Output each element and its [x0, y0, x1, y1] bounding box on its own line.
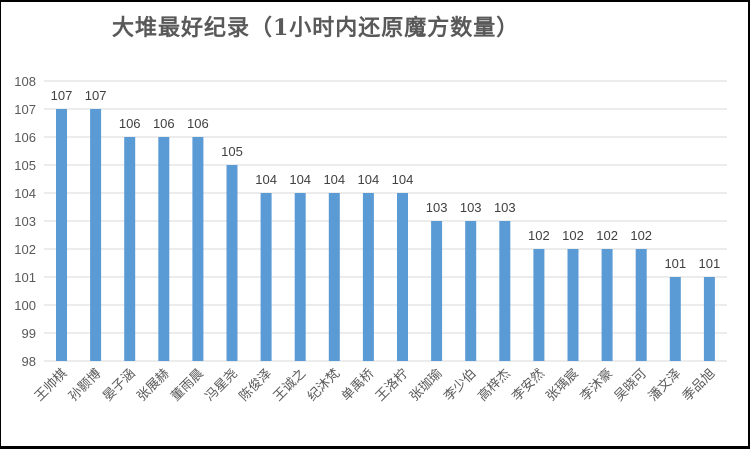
data-label: 107: [85, 88, 107, 103]
data-label: 104: [392, 172, 414, 187]
y-axis-ticks: 98 99 100 101 102 103 104 105 106 107 108: [14, 74, 36, 369]
x-category-label: 王帅棋: [32, 366, 70, 404]
x-category-label: 王诚之: [271, 366, 309, 404]
x-category-label: 纪沐梵: [305, 366, 343, 404]
x-axis-labels: 王帅棋孙颢博晏子涵张展赫董雨晨冯星尧陈俊泽王诚之纪沐梵单禹桥王洛柠张珈瑜李少伯高…: [32, 366, 718, 405]
x-category-label: 冯星尧: [203, 366, 241, 404]
bar: [533, 249, 545, 361]
bars: [56, 109, 715, 361]
gridlines: [44, 80, 727, 362]
data-label: 103: [494, 200, 516, 215]
x-category-label: 张展赫: [134, 366, 172, 404]
x-category-label: 单禹桥: [339, 366, 377, 404]
x-category-label: 晏子涵: [100, 366, 138, 404]
y-tick-label: 105: [14, 158, 36, 173]
data-label: 106: [153, 116, 175, 131]
data-label: 104: [255, 172, 277, 187]
bar: [90, 109, 102, 361]
data-label: 101: [699, 256, 721, 271]
data-label: 104: [358, 172, 380, 187]
bar: [260, 193, 272, 361]
data-label: 101: [664, 256, 686, 271]
bar: [328, 193, 340, 361]
bar: [124, 137, 136, 361]
x-category-label: 张珈瑜: [407, 366, 445, 404]
data-label: 106: [119, 116, 141, 131]
y-tick-label: 100: [14, 298, 36, 313]
bar: [601, 249, 613, 361]
bar: [362, 193, 374, 361]
y-tick-label: 108: [14, 74, 36, 89]
data-label: 105: [221, 144, 243, 159]
x-category-label: 王洛柠: [373, 366, 411, 404]
data-label: 102: [528, 228, 550, 243]
x-category-label: 李沐豪: [577, 366, 616, 405]
x-category-label: 李安然: [509, 366, 548, 405]
bar: [567, 249, 579, 361]
data-label: 103: [426, 200, 448, 215]
y-tick-label: 99: [22, 326, 36, 341]
x-category-label: 陈俊泽: [236, 366, 275, 405]
y-tick-label: 103: [14, 214, 36, 229]
x-category-label: 高梓杰: [475, 366, 514, 405]
data-label: 106: [187, 116, 209, 131]
data-label: 102: [562, 228, 584, 243]
bar: [294, 193, 306, 361]
bar: [703, 277, 715, 361]
data-label: 107: [51, 88, 73, 103]
y-tick-label: 104: [14, 186, 36, 201]
x-category-label: 董雨晨: [169, 366, 207, 404]
y-tick-label: 106: [14, 130, 36, 145]
x-category-label: 孙颢博: [66, 366, 104, 404]
bar: [56, 109, 67, 361]
x-category-label: 张瑀宸: [543, 366, 582, 405]
x-category-label: 李少伯: [441, 366, 479, 404]
x-category-label: 潘文泽: [646, 366, 684, 404]
bar: [431, 221, 443, 361]
y-tick-label: 98: [22, 354, 36, 369]
x-category-label: 吴晓可: [612, 366, 650, 404]
data-labels: 107 107 106 106 106 105 104 104 104 104 104 103 103 1…: [51, 88, 721, 271]
bar: [226, 165, 238, 361]
bar: [158, 137, 170, 361]
y-tick-label: 107: [14, 102, 36, 117]
x-category-label: 季品旭: [680, 366, 718, 404]
bar: [192, 137, 204, 361]
bar: [635, 249, 647, 361]
chart-title: 大堆最好纪录（1小时内还原魔方数量）: [112, 15, 520, 41]
y-tick-label: 102: [14, 242, 36, 257]
data-label: 102: [596, 228, 618, 243]
data-label: 104: [323, 172, 345, 187]
bar: [397, 193, 408, 361]
data-label: 103: [460, 200, 482, 215]
data-label: 104: [289, 172, 311, 187]
bar: [499, 221, 511, 361]
bar: [669, 277, 681, 361]
bar: [465, 221, 477, 361]
data-label: 102: [630, 228, 652, 243]
y-tick-label: 101: [14, 270, 36, 285]
